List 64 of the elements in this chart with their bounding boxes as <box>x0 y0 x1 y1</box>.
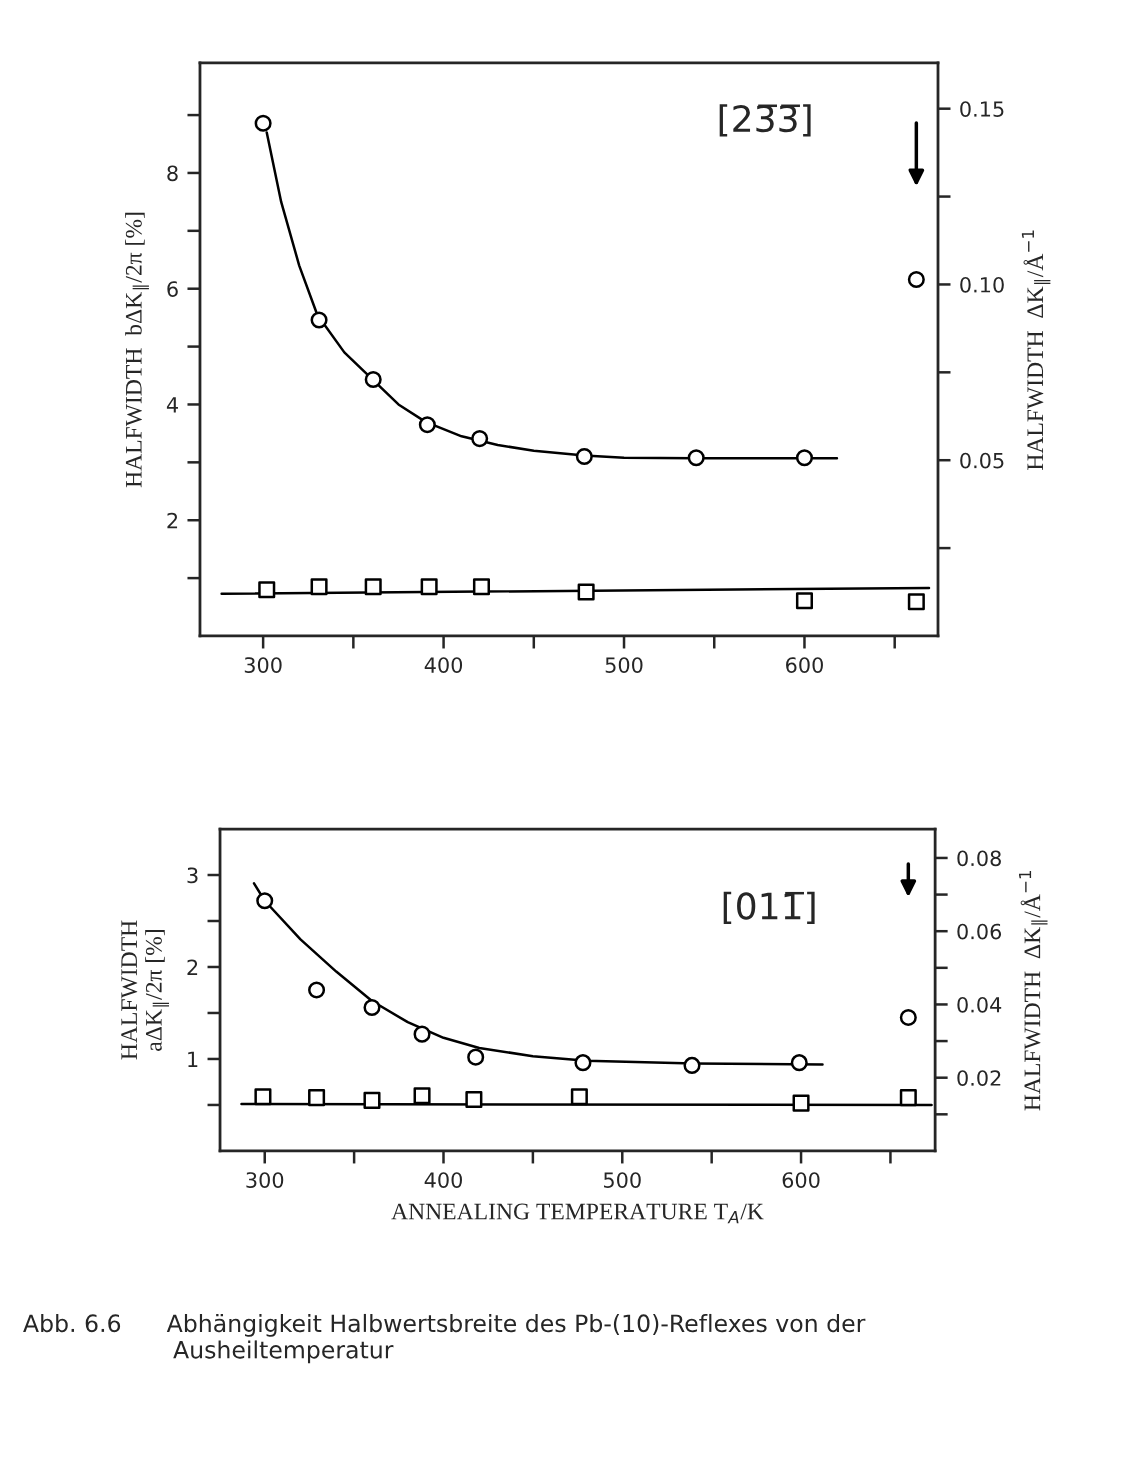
point <box>472 578 491 596</box>
y2-axis-title: HALFWIDTH ΔK$_{∥}$/Å$^{−1}$ <box>1019 871 1048 1111</box>
y-tick-label: 6 <box>167 281 178 297</box>
x-tick-label: 600 <box>782 1172 820 1188</box>
point <box>795 592 813 610</box>
point <box>364 371 382 389</box>
y2-tick-label: 0.05 <box>960 452 1004 469</box>
y2-tick-label: 0.06 <box>957 923 1002 940</box>
point <box>907 270 925 288</box>
point <box>471 430 489 448</box>
y-tick-label: 2 <box>187 959 198 975</box>
point <box>574 1054 592 1072</box>
x-tick-label: 400 <box>424 657 463 673</box>
point <box>254 1088 272 1106</box>
x-tick-label: 600 <box>786 657 823 673</box>
y-axis-title: HALFWIDTH bΔK$_{∥}$/2π [%] <box>125 212 149 488</box>
point <box>570 1088 588 1106</box>
point <box>363 998 381 1016</box>
x-tick-label: 300 <box>246 1172 284 1188</box>
point <box>364 578 382 596</box>
point <box>363 1091 381 1109</box>
point <box>790 1054 808 1072</box>
caption: Abb. 6.6 Abhängigkeit Halbwertsbreite des Pb-(10)-Reflexes von der Ausheiltemperatur <box>23 1313 866 1364</box>
y2-tick-label: 0.04 <box>957 996 1002 1013</box>
point <box>413 1025 431 1043</box>
y2-tick-label: 0.15 <box>960 101 1004 117</box>
point <box>907 593 925 611</box>
annotation: [011̅] <box>723 891 815 924</box>
y-tick-label: 1 <box>188 1051 198 1067</box>
point <box>687 449 705 467</box>
point <box>258 581 276 599</box>
y2-axis-title: HALFWIDTH ΔK$_{∥}$/Å$^{−1}$ <box>1021 230 1051 471</box>
point <box>418 416 436 434</box>
point <box>254 114 272 132</box>
point <box>465 1090 483 1108</box>
x-tick-label: 300 <box>244 657 282 673</box>
point <box>467 1048 485 1066</box>
point <box>308 981 326 999</box>
y2-tick-label: 0.10 <box>960 276 1004 293</box>
y2-tick-label: 0.08 <box>957 850 1001 867</box>
x-tick-label: 500 <box>605 657 643 673</box>
point <box>899 1089 917 1107</box>
point <box>575 448 593 466</box>
y-tick-label: 3 <box>187 867 198 884</box>
point <box>792 1094 810 1112</box>
point <box>683 1056 701 1074</box>
y2-tick-label: 0.02 <box>957 1070 1001 1086</box>
point <box>577 583 595 601</box>
x-axis-title: ANNEALING TEMPERATURE T$_{A}$/K <box>391 1203 764 1224</box>
annotation: [23̅3̅] <box>719 104 811 137</box>
y-tick-label: 4 <box>166 397 178 413</box>
y-axis-title: HALFWIDTH aΔK$_{∥}$/2π [%] <box>121 920 169 1060</box>
x-tick-label: 400 <box>424 1172 462 1188</box>
point <box>420 578 438 596</box>
y-tick-label: 2 <box>167 512 178 529</box>
y-tick-label: 8 <box>167 165 178 182</box>
point <box>310 578 328 596</box>
point <box>256 892 274 910</box>
point <box>413 1087 431 1105</box>
point <box>308 1089 326 1107</box>
x-tick-label: 500 <box>604 1172 641 1188</box>
point <box>310 311 328 329</box>
point <box>795 449 813 467</box>
point <box>899 1009 917 1027</box>
